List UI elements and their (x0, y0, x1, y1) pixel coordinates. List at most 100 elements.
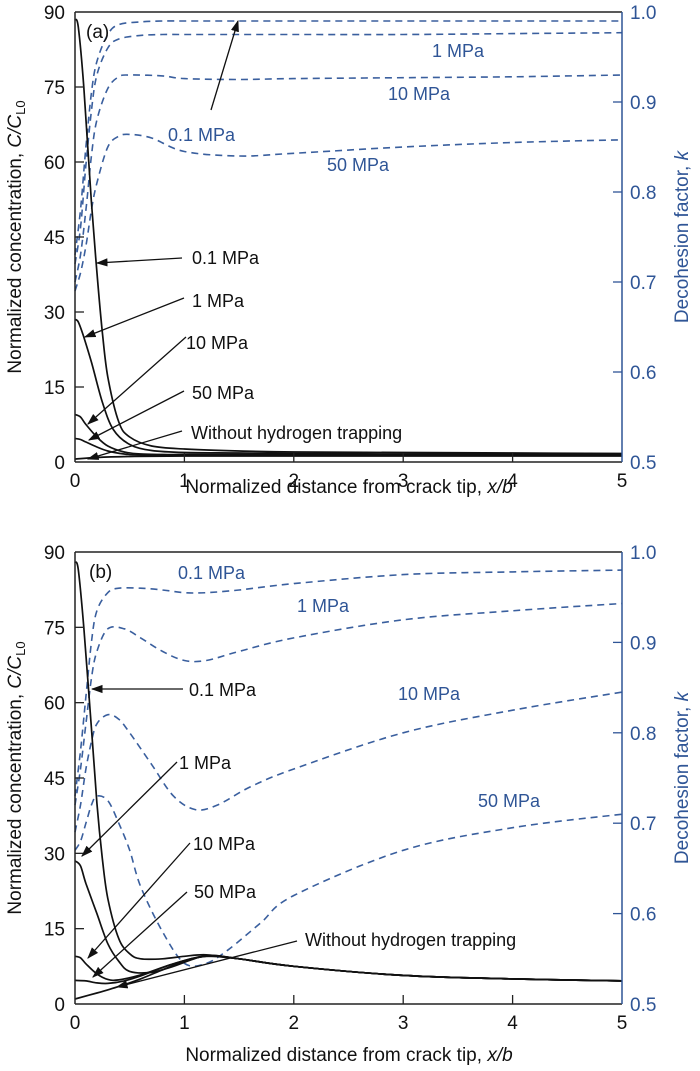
y-left-tick-label: 75 (44, 618, 65, 639)
annotation-label: 0.1 MPa (189, 680, 257, 700)
annotation-label: 10 MPa (398, 684, 461, 704)
x-tick-label: 5 (617, 1013, 628, 1034)
annotation-label: 1 MPa (432, 41, 485, 61)
annotation-arrow (95, 257, 183, 267)
decohesion-line-10-mpa (74, 74, 623, 283)
x-tick-label: 2 (289, 471, 300, 492)
y-right-title-italic: k (672, 690, 693, 701)
x-axis-title-text: Normalized distance from crack tip, (185, 477, 487, 498)
y-left-tick-label: 0 (54, 995, 65, 1016)
y-left-tick-label: 0 (54, 453, 65, 474)
y-left-tick-label: 60 (44, 694, 65, 715)
x-axis-title: Normalized distance from crack tip, x/b (185, 477, 512, 498)
concentration-line-without-hydrogen-trapping (74, 455, 622, 460)
annotation-label: 50 MPa (192, 383, 255, 403)
panel-label: (a) (86, 22, 109, 43)
black-annotations: 0.1 MPa 1 MPa 10 MPa 50 MPa Without hydr… (83, 248, 402, 460)
x-tick-label: 3 (398, 1013, 409, 1034)
decohesion-line-0.1-mpa (74, 20, 622, 256)
y-left-title-sub: L0 (13, 641, 28, 655)
concentration-curves (74, 18, 623, 460)
x-tick-label: 3 (398, 471, 409, 492)
decohesion-line-1-mpa (74, 602, 623, 806)
decohesion-line-1-mpa (74, 31, 623, 265)
y-left-tick-label: 90 (44, 3, 65, 24)
y-right-title-text: Decohesion factor, (672, 160, 693, 323)
blue-annotations: 0.1 MPa 1 MPa 10 MPa 50 MPa (168, 19, 485, 175)
panel-label: (b) (89, 562, 112, 583)
decohesion-curves (74, 569, 623, 968)
y-right-tick-label: 0.9 (630, 93, 656, 114)
annotation-label: 50 MPa (327, 155, 390, 175)
annotation-arrow (86, 430, 183, 460)
annotation-label: 1 MPa (297, 596, 350, 616)
y-left-title-italic: C/C (5, 656, 26, 689)
annotation-arrow (83, 297, 185, 338)
y-right-tick-label: 0.7 (630, 814, 656, 835)
x-tick-label: 0 (70, 1013, 81, 1034)
annotation-arrow (87, 842, 191, 959)
annotation-label: 0.1 MPa (192, 248, 260, 268)
concentration-line-0.1-mpa (74, 561, 623, 982)
y-right-tick-label: 0.6 (630, 363, 656, 384)
concentration-line-1-mpa (74, 860, 623, 982)
x-axis-title-text: Normalized distance from crack tip, (185, 1045, 487, 1066)
annotation-label: 1 MPa (192, 291, 245, 311)
y-left-tick-label: 60 (44, 153, 65, 174)
x-axis-title-italic: x/b (486, 477, 512, 498)
annotation-label: 1 MPa (179, 753, 232, 773)
annotation-label: 50 MPa (478, 791, 541, 811)
x-tick-label: 5 (617, 471, 628, 492)
x-axis-title: Normalized distance from crack tip, x/b (185, 1045, 512, 1066)
annotation-arrow (81, 761, 178, 857)
x-tick-label: 1 (179, 1013, 190, 1034)
y-axis-right-title: Decohesion factor, k (672, 690, 693, 864)
x-tick-label: 0 (70, 471, 81, 492)
concentration-line-without-hydrogen-trapping (74, 955, 623, 1000)
y-right-tick-label: 0.9 (630, 633, 656, 654)
y-left-tick-label: 30 (44, 303, 65, 324)
y-right-tick-label: 0.5 (630, 453, 656, 474)
y-left-tick-label: 45 (44, 769, 65, 790)
annotation-label: 10 MPa (193, 834, 256, 854)
y-right-tick-label: 0.8 (630, 183, 656, 204)
y-left-tick-label: 15 (44, 920, 65, 941)
x-tick-label: 2 (289, 1013, 300, 1034)
x-axis-title-italic: x/b (486, 1045, 512, 1066)
decohesion-line-50-mpa (74, 795, 623, 968)
annotation-label: 10 MPa (388, 84, 451, 104)
y-axis-left-title: Normalized concentration, C/CL0 (5, 641, 28, 914)
annotation-label: Without hydrogen trapping (305, 930, 516, 950)
y-left-tick-label: 30 (44, 844, 65, 865)
annotation-label: 50 MPa (194, 882, 257, 902)
y-axis-left-title: Normalized concentration, C/CL0 (5, 100, 28, 373)
y-right-tick-label: 0.8 (630, 724, 656, 745)
annotation-arrow (92, 891, 188, 978)
y-right-tick-label: 1.0 (630, 3, 656, 24)
annotation-label: 10 MPa (186, 333, 249, 353)
annotation-label: 0.1 MPa (178, 563, 246, 583)
x-tick-label: 4 (507, 1013, 518, 1034)
y-right-tick-label: 0.6 (630, 905, 656, 926)
annotation-arrow (210, 19, 239, 111)
decohesion-line-50-mpa (74, 133, 623, 292)
y-axis-right-title: Decohesion factor, k (672, 149, 693, 323)
annotation-label: 0.1 MPa (168, 125, 236, 145)
y-left-title-sub: L0 (13, 100, 28, 114)
decohesion-line-10-mpa (74, 691, 623, 833)
y-right-tick-label: 0.7 (630, 273, 656, 294)
y-right-title-italic: k (672, 149, 693, 160)
concentration-line-0.1-mpa (74, 18, 623, 455)
y-left-tick-label: 90 (44, 543, 65, 564)
annotation-label: Without hydrogen trapping (191, 423, 402, 443)
y-right-tick-label: 0.5 (630, 995, 656, 1016)
annotation-arrow (87, 336, 187, 425)
concentration-line-1-mpa (74, 318, 623, 456)
y-left-tick-label: 15 (44, 378, 65, 399)
y-left-tick-label: 45 (44, 228, 65, 249)
